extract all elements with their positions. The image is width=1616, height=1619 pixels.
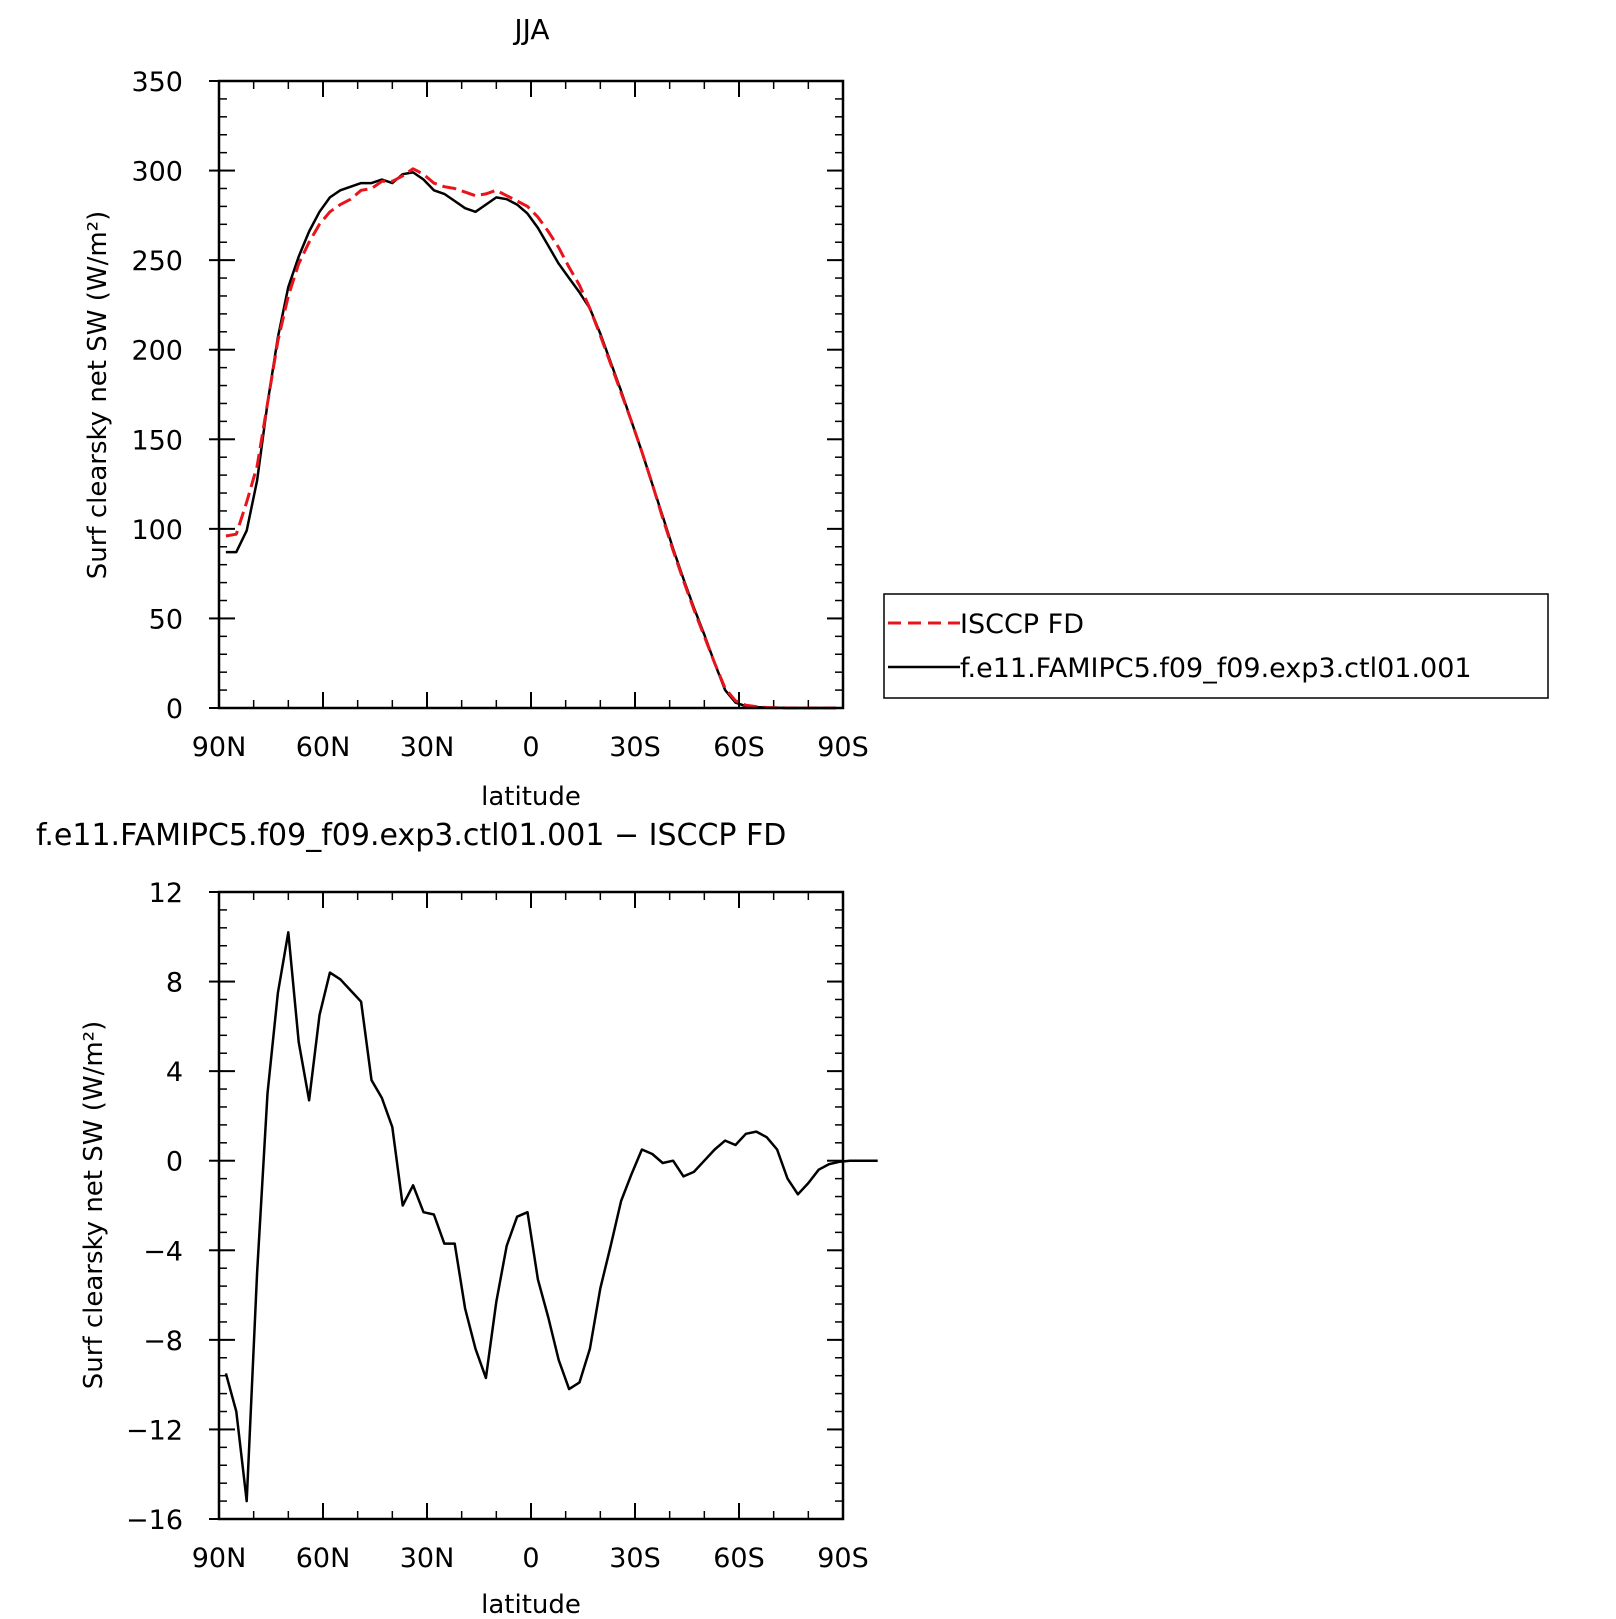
top-x-tick-labels: 90N 60N 30N 0 30S 60S 90S [192,732,869,763]
top-series-line-0 [225,167,837,710]
top-y-tick-label: 200 [131,336,183,367]
bottom-y-tick-label: 0 [166,1147,183,1178]
bottom-x-axis-label: latitude [481,1590,581,1619]
top-plot-frame [217,79,845,710]
top-x-tick-label: 30N [400,732,455,763]
bottom-series-group [224,931,878,1503]
top-y-tick-labels: 0 50 100 150 200 250 300 350 [131,67,183,725]
bottom-y-tick-label: −8 [143,1326,183,1357]
top-y-axis-label: Surf clearsky net SW (W/m²) [83,211,113,579]
bottom-series-line-0 [224,931,878,1503]
legend-label-model: f.e11.FAMIPC5.f09_f09.exp3.ctl01.001 [960,653,1472,684]
bottom-x-tick-label: 90S [817,1543,869,1574]
top-ticks [209,80,844,709]
top-chart-title: JJA [512,13,549,46]
bottom-y-tick-label: −16 [126,1505,183,1536]
bottom-y-tick-labels: −16 −12 −8 −4 0 4 8 12 [126,878,183,1536]
bottom-ticks [209,891,844,1520]
bottom-panel: f.e11.FAMIPC5.f09_f09.exp3.ctl01.001 − I… [36,818,878,1619]
bottom-y-tick-label: −4 [143,1236,183,1267]
bottom-x-tick-label: 0 [522,1543,539,1574]
bottom-y-tick-label: 8 [166,968,183,999]
top-y-tick-label: 350 [131,67,183,98]
legend-box [883,593,1549,699]
top-y-tick-label: 100 [131,515,183,546]
bottom-x-tick-labels: 90N 60N 30N 0 30S 60S 90S [192,1543,869,1574]
bottom-y-axis-label: Surf clearsky net SW (W/m²) [79,1021,109,1389]
top-y-tick-label: 0 [166,694,183,725]
top-panel: JJA 90N 60N 30N 0 30S 60S 90S 0 50 100 150 200 250 3… [83,13,869,812]
bottom-y-tick-label: −12 [126,1415,183,1446]
bottom-x-tick-label: 60S [713,1543,765,1574]
bottom-x-tick-label: 30N [400,1543,455,1574]
bottom-plot-frame [217,890,845,1521]
top-x-tick-label: 0 [522,732,539,763]
top-x-tick-label: 60N [296,732,351,763]
top-x-tick-label: 90N [192,732,247,763]
top-x-tick-label: 90S [817,732,869,763]
bottom-x-tick-label: 90N [192,1543,247,1574]
top-series-group [225,167,837,710]
bottom-x-tick-label: 30S [609,1543,661,1574]
top-y-tick-label: 50 [149,604,183,635]
top-y-tick-label: 250 [131,246,183,277]
bottom-y-tick-label: 12 [149,878,183,909]
legend-label-isccp: ISCCP FD [960,609,1084,640]
bottom-x-tick-label: 60N [296,1543,351,1574]
bottom-y-tick-label: 4 [166,1057,183,1088]
top-x-tick-label: 60S [713,732,765,763]
legend: ISCCP FD f.e11.FAMIPC5.f09_f09.exp3.ctl0… [883,593,1549,699]
top-x-tick-label: 30S [609,732,661,763]
top-y-tick-label: 150 [131,425,183,456]
top-series-line-1 [225,171,837,710]
top-y-tick-label: 300 [131,157,183,188]
bottom-chart-title: f.e11.FAMIPC5.f09_f09.exp3.ctl01.001 − I… [36,818,786,853]
top-x-axis-label: latitude [481,782,581,812]
